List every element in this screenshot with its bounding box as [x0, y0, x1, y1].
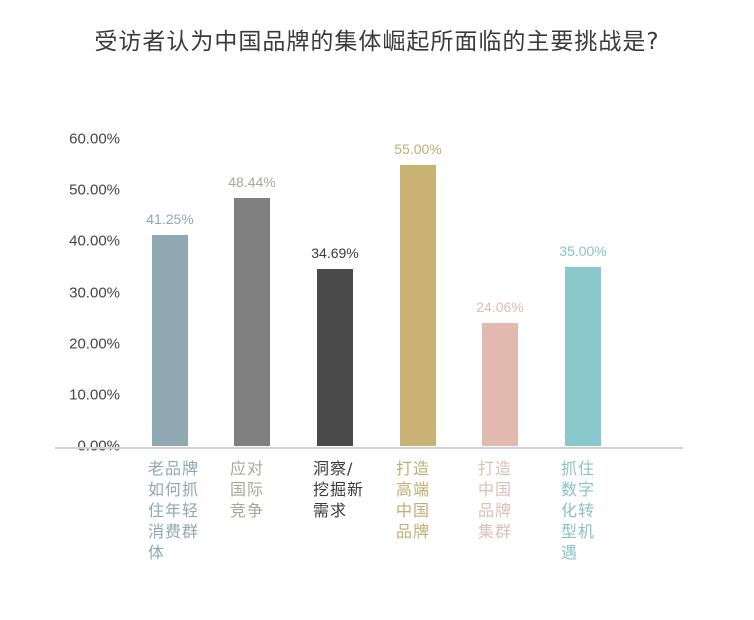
y-tick-label: 50.00% [69, 181, 120, 199]
category-label-line: 竞争 [230, 501, 265, 520]
y-tick-label: 30.00% [69, 284, 120, 301]
category-label-line: 型机 [561, 522, 596, 541]
category-label-line: 抓住 [561, 459, 596, 478]
bar [482, 322, 518, 446]
category-label: 老品牌如何抓住年轻消费群体 [148, 458, 208, 563]
category-label: 抓住 数字 化转 型机遇 [561, 458, 621, 563]
category-label-line: 数字 [561, 480, 596, 499]
y-tick-label: 60.00% [69, 130, 120, 148]
category-label-line: 中国 [396, 501, 431, 520]
bar-value-label: 35.00% [559, 242, 607, 259]
category-label-line: 高端 [396, 480, 431, 499]
x-axis-line [55, 447, 683, 449]
bar-value-label: 34.69% [311, 244, 359, 261]
y-tick-label: 20.00% [69, 335, 120, 353]
category-label-line: 消费群 [148, 522, 200, 541]
bar [565, 266, 601, 446]
bar [234, 198, 270, 446]
category-label-line: 化转 [561, 501, 596, 520]
bar-value-label: 55.00% [394, 140, 442, 157]
bar [400, 164, 436, 446]
category-label: 洞察/挖掘新需求 [313, 458, 373, 521]
bar [152, 234, 188, 446]
category-label: 应对 国际 竞争 [230, 458, 290, 521]
y-tick-label: 40.00% [69, 232, 120, 250]
category-label-line: 如何抓 [148, 480, 200, 499]
category-label-line: 国际 [230, 480, 265, 499]
category-label-line: 住年轻 [148, 501, 200, 520]
bar-value-label: 48.44% [228, 174, 276, 191]
category-label-line: 挖掘新 [313, 480, 365, 499]
category-label: 打造 中国 品牌 集群 [478, 458, 538, 542]
category-label-line: 老品牌 [148, 459, 200, 478]
category-label-line: 体 [148, 543, 166, 562]
y-tick-label: 10.00% [69, 386, 120, 404]
bar-value-label: 41.25% [146, 210, 194, 227]
y-tick-label: 0.00% [77, 437, 120, 455]
bar [317, 268, 353, 446]
category-label: 打造 高端 中国 品牌 [396, 458, 456, 542]
category-label-line: 打造 [478, 459, 513, 478]
category-label-line: 品牌 [396, 522, 431, 541]
bar-value-label: 24.06% [476, 298, 524, 315]
category-label-line: 洞察/ [313, 459, 354, 478]
category-label-line: 打造 [396, 459, 431, 478]
category-label-line: 品牌 [478, 501, 513, 520]
category-label-line: 中国 [478, 480, 513, 499]
chart-title: 受访者认为中国品牌的集体崛起所面临的主要挑战是? [94, 29, 660, 55]
category-label-line: 应对 [230, 459, 265, 478]
category-label-line: 遇 [561, 543, 579, 562]
category-label-line: 需求 [313, 501, 348, 520]
category-label-line: 集群 [478, 522, 513, 541]
